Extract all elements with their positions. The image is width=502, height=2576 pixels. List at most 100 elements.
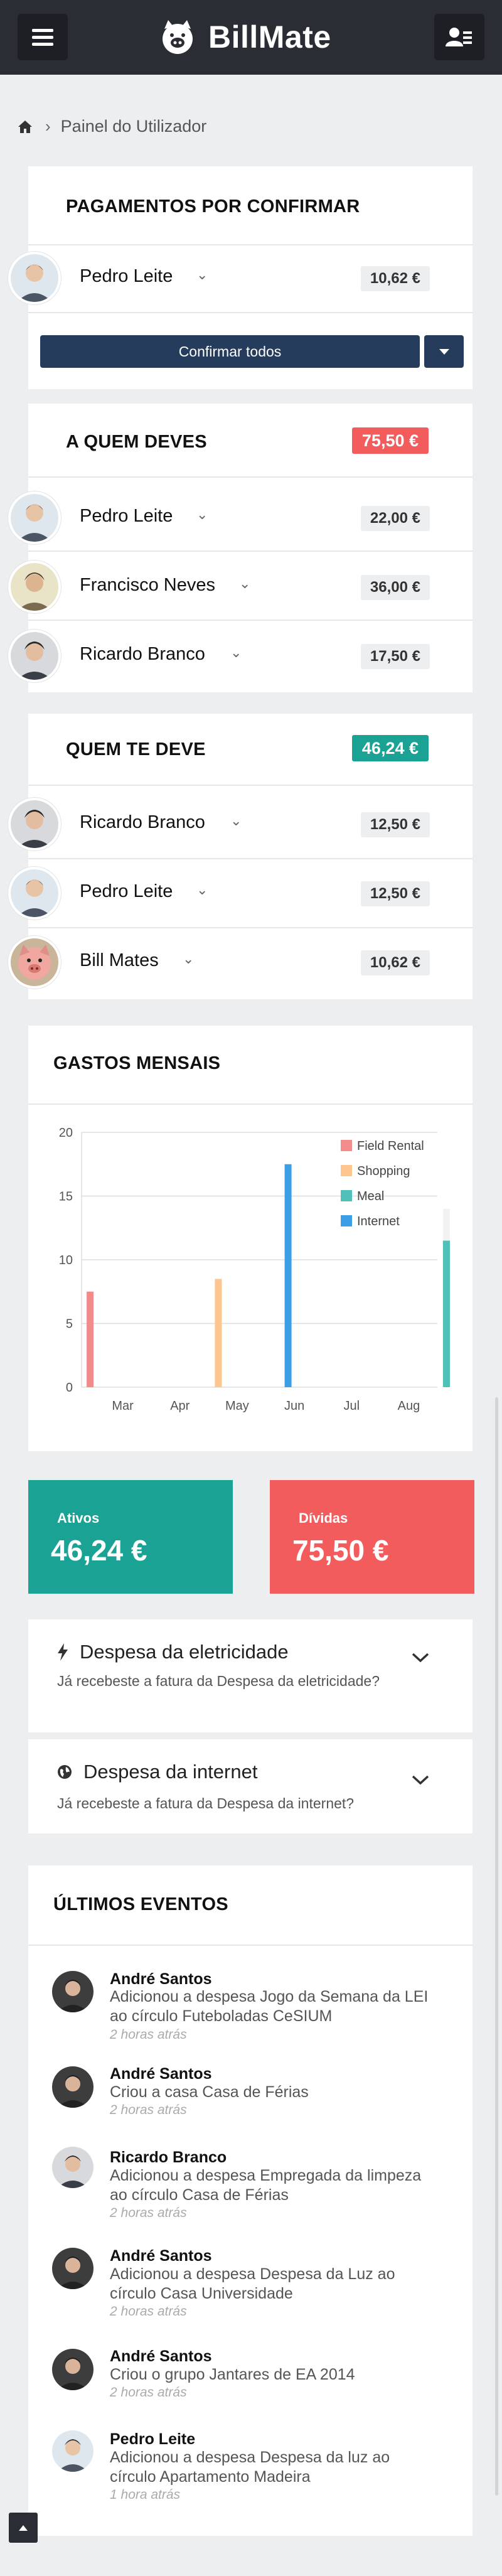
user-card-icon — [446, 28, 472, 46]
x-tick-label: Apr — [170, 1399, 190, 1413]
bill-description: Já recebeste a fatura da Despesa da inte… — [57, 1795, 355, 1811]
chevron-down-icon[interactable] — [411, 1774, 430, 1786]
bill-card[interactable]: Despesa da eletricidade Já recebeste a f… — [28, 1619, 473, 1732]
avatar — [8, 491, 61, 544]
owe-panel: A QUEM DEVES 75,50 € Pedro Leite ⌄ 22,00… — [8, 404, 473, 692]
event-user[interactable]: André Santos — [110, 2348, 212, 2365]
assets-value: 46,24 € — [51, 1534, 147, 1567]
y-tick-label: 20 — [59, 1126, 73, 1140]
event-time: 2 horas atrás — [110, 2304, 187, 2319]
chevron-down-icon[interactable]: ⌄ — [230, 813, 242, 829]
bill-title-text: Despesa da internet — [83, 1761, 258, 1783]
bar — [442, 1240, 450, 1387]
x-tick-label: Jun — [284, 1399, 304, 1413]
x-tick-label: Jul — [343, 1399, 360, 1413]
confirm-all-button[interactable]: Confirmar todos — [40, 335, 420, 368]
person-name: Pedro Leite — [80, 506, 173, 526]
list-item[interactable]: Pedro Leite ⌄ 10,62 € — [8, 244, 473, 312]
avatar — [52, 2066, 93, 2108]
avatar — [8, 252, 61, 304]
person-name: Pedro Leite — [80, 266, 173, 286]
event-user[interactable]: Ricardo Branco — [110, 2149, 227, 2166]
y-tick-label: 0 — [66, 1381, 73, 1395]
event-user[interactable]: André Santos — [110, 2065, 212, 2083]
event-time: 1 hora atrás — [110, 2487, 181, 2502]
legend-label: Shopping — [357, 1164, 410, 1178]
total-badge: 75,50 € — [351, 427, 429, 454]
person-name: Ricardo Branco — [80, 644, 205, 664]
legend-label: Meal — [357, 1189, 384, 1203]
event-user[interactable]: André Santos — [110, 1970, 212, 1988]
list-item[interactable]: Ricardo Branco ⌄ 17,50 € — [8, 622, 473, 690]
legend-swatch — [341, 1215, 352, 1226]
chevron-down-icon[interactable]: ⌄ — [196, 267, 208, 282]
bill-title: Despesa da internet — [57, 1761, 257, 1783]
list-item[interactable]: Francisco Neves ⌄ 36,00 € — [8, 553, 473, 621]
bill-title-text: Despesa da eletricidade — [80, 1641, 289, 1663]
avatar — [52, 2349, 93, 2390]
x-tick-label: Aug — [398, 1399, 420, 1413]
brand-logo[interactable]: BillMate — [156, 16, 331, 58]
chevron-down-icon[interactable]: ⌄ — [230, 645, 242, 660]
avatar — [8, 630, 61, 682]
bar — [87, 1291, 94, 1387]
chevron-down-icon[interactable] — [411, 1652, 430, 1663]
amount-badge: 12,50 € — [360, 812, 430, 837]
avatar — [52, 2147, 93, 2188]
hamburger-icon — [32, 25, 53, 50]
event-time: 2 horas atrás — [110, 2385, 187, 2400]
monthly-expenses-chart: 0 5 10 15 20 Mar Apr May Jun Jul Aug Field Rental Sh… — [59, 1126, 450, 1413]
chevron-right-icon: › — [45, 117, 51, 136]
chevron-down-icon[interactable]: ⌄ — [183, 951, 195, 967]
person-name: Ricardo Branco — [80, 812, 205, 832]
debts-value: 75,50 € — [292, 1534, 389, 1567]
legend-label: Field Rental — [357, 1139, 424, 1153]
avatar — [52, 1971, 93, 2012]
y-tick-label: 10 — [59, 1253, 73, 1267]
scroll-to-top-button[interactable] — [9, 2513, 38, 2543]
debts-tile: Dívidas 75,50 € — [270, 1480, 474, 1594]
list-item[interactable]: Pedro Leite ⌄ 12,50 € — [8, 859, 473, 927]
bill-description: Já recebeste a fatura da Despesa da elet… — [57, 1673, 380, 1689]
caret-down-icon — [439, 348, 449, 355]
latest-events-panel: ÚLTIMOS EVENTOS André Santos Adicionou a… — [28, 1865, 473, 2536]
menu-button[interactable] — [18, 14, 68, 60]
list-item[interactable]: Bill Mates ⌄ 10,62 € — [8, 928, 473, 996]
event-text: Adicionou a despesa Empregada da limpeza… — [110, 2167, 422, 2204]
pig-logo-icon — [163, 20, 193, 54]
bill-title: Despesa da eletricidade — [57, 1641, 289, 1663]
chevron-down-icon[interactable]: ⌄ — [239, 576, 251, 591]
legend-swatch — [341, 1140, 352, 1151]
event-text: Adicionou a despesa Jogo da Semana da LE… — [110, 1988, 429, 2025]
event-time: 2 horas atrás — [110, 2103, 187, 2117]
panel-title: PAGAMENTOS POR CONFIRMAR — [66, 196, 360, 217]
list-item[interactable]: Pedro Leite ⌄ 22,00 € — [8, 484, 473, 552]
chevron-down-icon[interactable]: ⌄ — [196, 882, 208, 898]
bar — [215, 1279, 222, 1387]
y-tick-label: 5 — [66, 1318, 73, 1331]
event-time: 2 horas atrás — [110, 2027, 187, 2042]
event-user[interactable]: André Santos — [110, 2247, 212, 2265]
event-user[interactable]: Pedro Leite — [110, 2430, 196, 2448]
amount-badge: 22,00 € — [360, 506, 430, 531]
panel-title: ÚLTIMOS EVENTOS — [53, 1894, 228, 1914]
list-item[interactable]: Ricardo Branco ⌄ 12,50 € — [8, 790, 473, 858]
chevron-down-icon[interactable]: ⌄ — [196, 507, 208, 522]
person-name: Francisco Neves — [80, 575, 215, 595]
globe-icon — [58, 1765, 72, 1779]
caret-up-icon — [19, 2525, 28, 2531]
person-name: Bill Mates — [80, 950, 159, 970]
confirm-dropdown-button[interactable] — [424, 335, 464, 368]
monthly-expenses-panel: GASTOS MENSAIS 0 5 10 15 20 Mar Apr May Jun Jul Au… — [28, 1026, 473, 1451]
top-navbar: BillMate — [0, 0, 502, 75]
assets-tile: Ativos 46,24 € — [28, 1480, 233, 1594]
scrollbar[interactable] — [495, 1397, 498, 2496]
amount-badge: 17,50 € — [360, 644, 430, 669]
avatar — [52, 2248, 93, 2289]
bill-card[interactable]: Despesa da internet Já recebeste a fatur… — [28, 1739, 473, 1833]
assets-label: Ativos — [57, 1510, 100, 1526]
home-icon[interactable] — [18, 120, 33, 134]
breadcrumb: › Painel do Utilizador — [18, 117, 206, 136]
panel-title: GASTOS MENSAIS — [53, 1053, 221, 1073]
user-menu-button[interactable] — [434, 14, 484, 60]
